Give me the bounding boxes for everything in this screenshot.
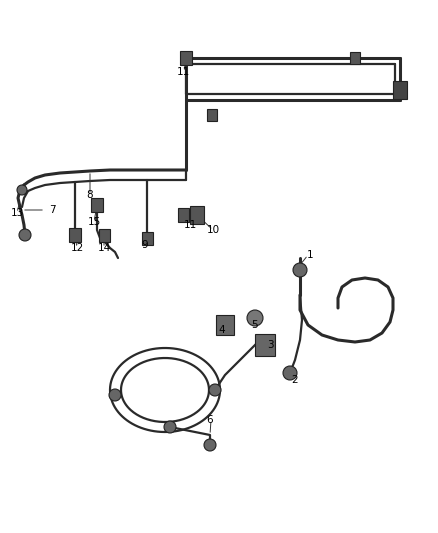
Circle shape [247,310,263,326]
Bar [350,52,360,64]
Bar [190,206,204,224]
Text: 5: 5 [252,320,258,330]
Text: 7: 7 [49,205,55,215]
Text: 11: 11 [177,67,190,77]
Text: 9: 9 [141,240,148,250]
Bar [393,81,407,99]
Circle shape [209,384,221,396]
Bar [255,334,275,356]
Text: 12: 12 [71,243,84,253]
Bar [91,198,103,212]
Text: 8: 8 [87,190,93,200]
Text: 11: 11 [184,220,197,230]
Text: 1: 1 [307,250,313,260]
Text: 10: 10 [206,225,219,235]
Bar [177,208,188,222]
Text: 4: 4 [219,325,225,335]
Bar [216,315,234,335]
Text: 2: 2 [292,375,298,385]
Circle shape [293,263,307,277]
Bar [207,109,217,121]
Text: 14: 14 [97,243,111,253]
Bar [99,229,110,241]
Circle shape [164,421,176,433]
Text: 6: 6 [207,415,213,425]
Bar [180,51,192,65]
Circle shape [283,366,297,380]
Circle shape [109,389,121,401]
Circle shape [17,185,27,195]
Circle shape [19,229,31,241]
Text: 3: 3 [267,340,273,350]
Text: 13: 13 [11,208,24,218]
Bar [141,231,152,245]
Text: 15: 15 [87,217,101,227]
Bar [69,228,81,242]
Circle shape [204,439,216,451]
